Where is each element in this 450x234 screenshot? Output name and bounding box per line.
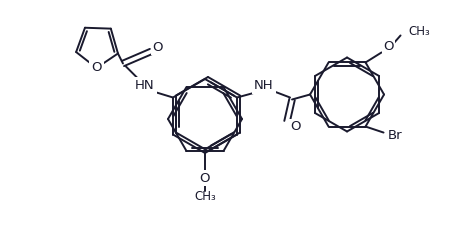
Text: O: O (91, 62, 102, 74)
Text: O: O (153, 41, 163, 54)
Text: CH₃: CH₃ (194, 190, 216, 204)
Text: HN: HN (135, 79, 155, 92)
Text: NH: NH (254, 79, 274, 92)
Text: CH₃: CH₃ (409, 25, 430, 38)
Text: O: O (290, 120, 300, 133)
Text: O: O (200, 172, 210, 184)
Text: O: O (383, 40, 394, 53)
Text: Br: Br (388, 129, 403, 142)
